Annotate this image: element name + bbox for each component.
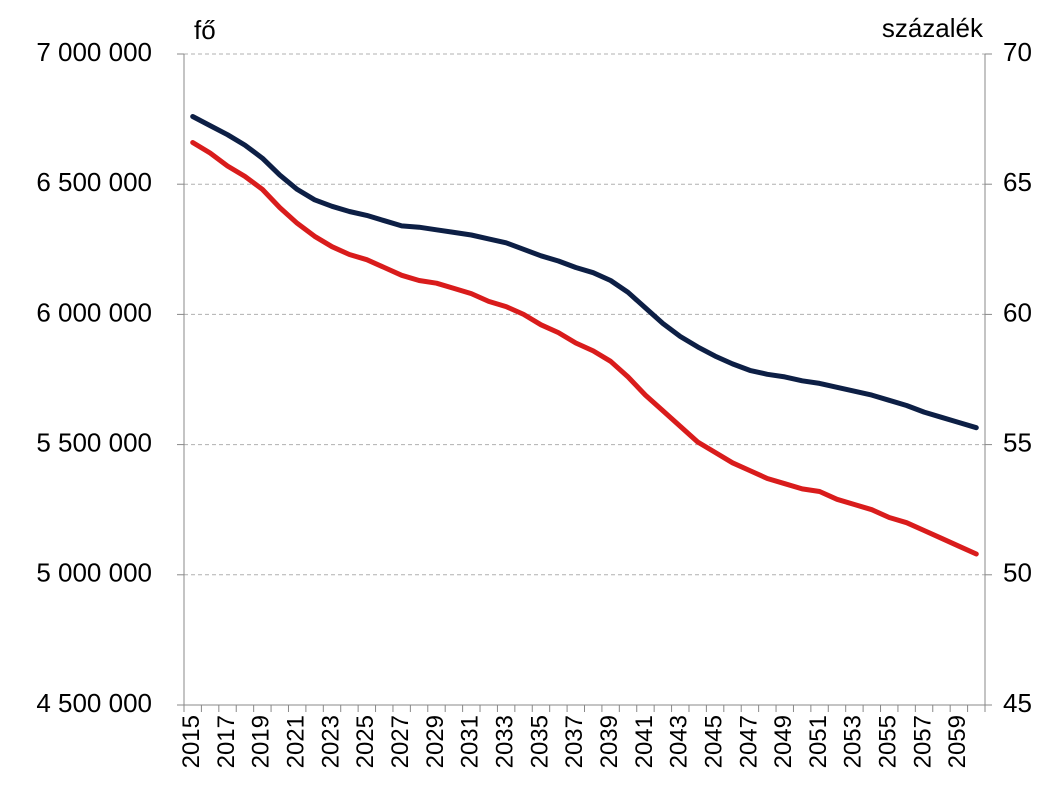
y2-tick-label: 50 [1003,558,1032,588]
x-tick-label: 2027 [387,715,414,768]
x-tick-label: 2031 [457,715,484,768]
series-line [190,114,979,431]
x-tick-label: 2015 [178,715,205,768]
y2-tick-label: 70 [1003,37,1032,67]
x-tick-label: 2021 [283,715,310,768]
x-tick-label: 2047 [735,715,762,768]
y2-tick-label: 65 [1003,167,1032,197]
x-tick-label: 2057 [909,715,936,768]
x-tick-label: 2051 [805,715,832,768]
x-tick-label: 2039 [596,715,623,768]
x-tick-label: 2053 [840,715,867,768]
x-tick-label: 2025 [352,715,379,768]
x-tick-label: 2023 [317,715,344,768]
x-tick-label: 2059 [944,715,971,768]
y-tick-label: 4 500 000 [36,688,152,718]
x-tick-label: 2041 [631,715,658,768]
y2-tick-label: 45 [1003,688,1032,718]
x-tick-label: 2055 [875,715,902,768]
x-tick-label: 2029 [422,715,449,768]
x-tick-label: 2019 [248,715,275,768]
y-tick-label: 5 000 000 [36,558,152,588]
y-tick-label: 7 000 000 [36,37,152,67]
y-axis-label: fő [194,15,216,45]
x-tick-label: 2037 [561,715,588,768]
y2-tick-label: 60 [1003,297,1032,327]
x-tick-label: 2049 [770,715,797,768]
x-tick-label: 2045 [700,715,727,768]
y-tick-label: 6 000 000 [36,297,152,327]
x-tick-label: 2017 [213,715,240,768]
y-tick-label: 6 500 000 [36,167,152,197]
y-tick-label: 5 500 000 [36,427,152,457]
x-tick-label: 2033 [491,715,518,768]
y2-axis-label: százalék [882,13,984,43]
x-tick-label: 2035 [526,715,553,768]
series-line [190,140,979,557]
x-tick-label: 2043 [666,715,693,768]
y2-tick-label: 55 [1003,427,1032,457]
